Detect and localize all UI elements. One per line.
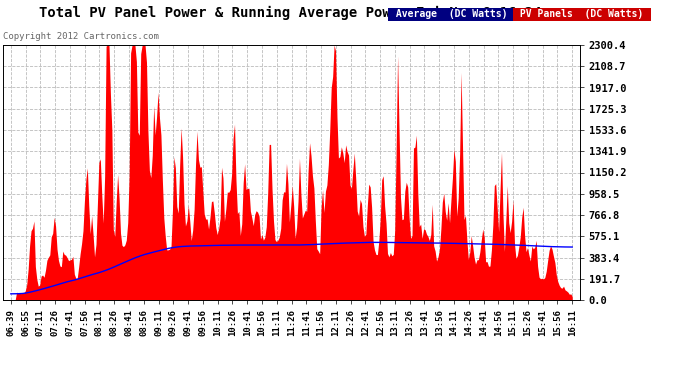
Text: PV Panels  (DC Watts): PV Panels (DC Watts) (514, 9, 649, 20)
Text: Average  (DC Watts): Average (DC Watts) (390, 9, 513, 20)
Text: Copyright 2012 Cartronics.com: Copyright 2012 Cartronics.com (3, 32, 159, 41)
Text: Total PV Panel Power & Running Average Power Fri Nov 9 16:24: Total PV Panel Power & Running Average P… (39, 6, 541, 20)
